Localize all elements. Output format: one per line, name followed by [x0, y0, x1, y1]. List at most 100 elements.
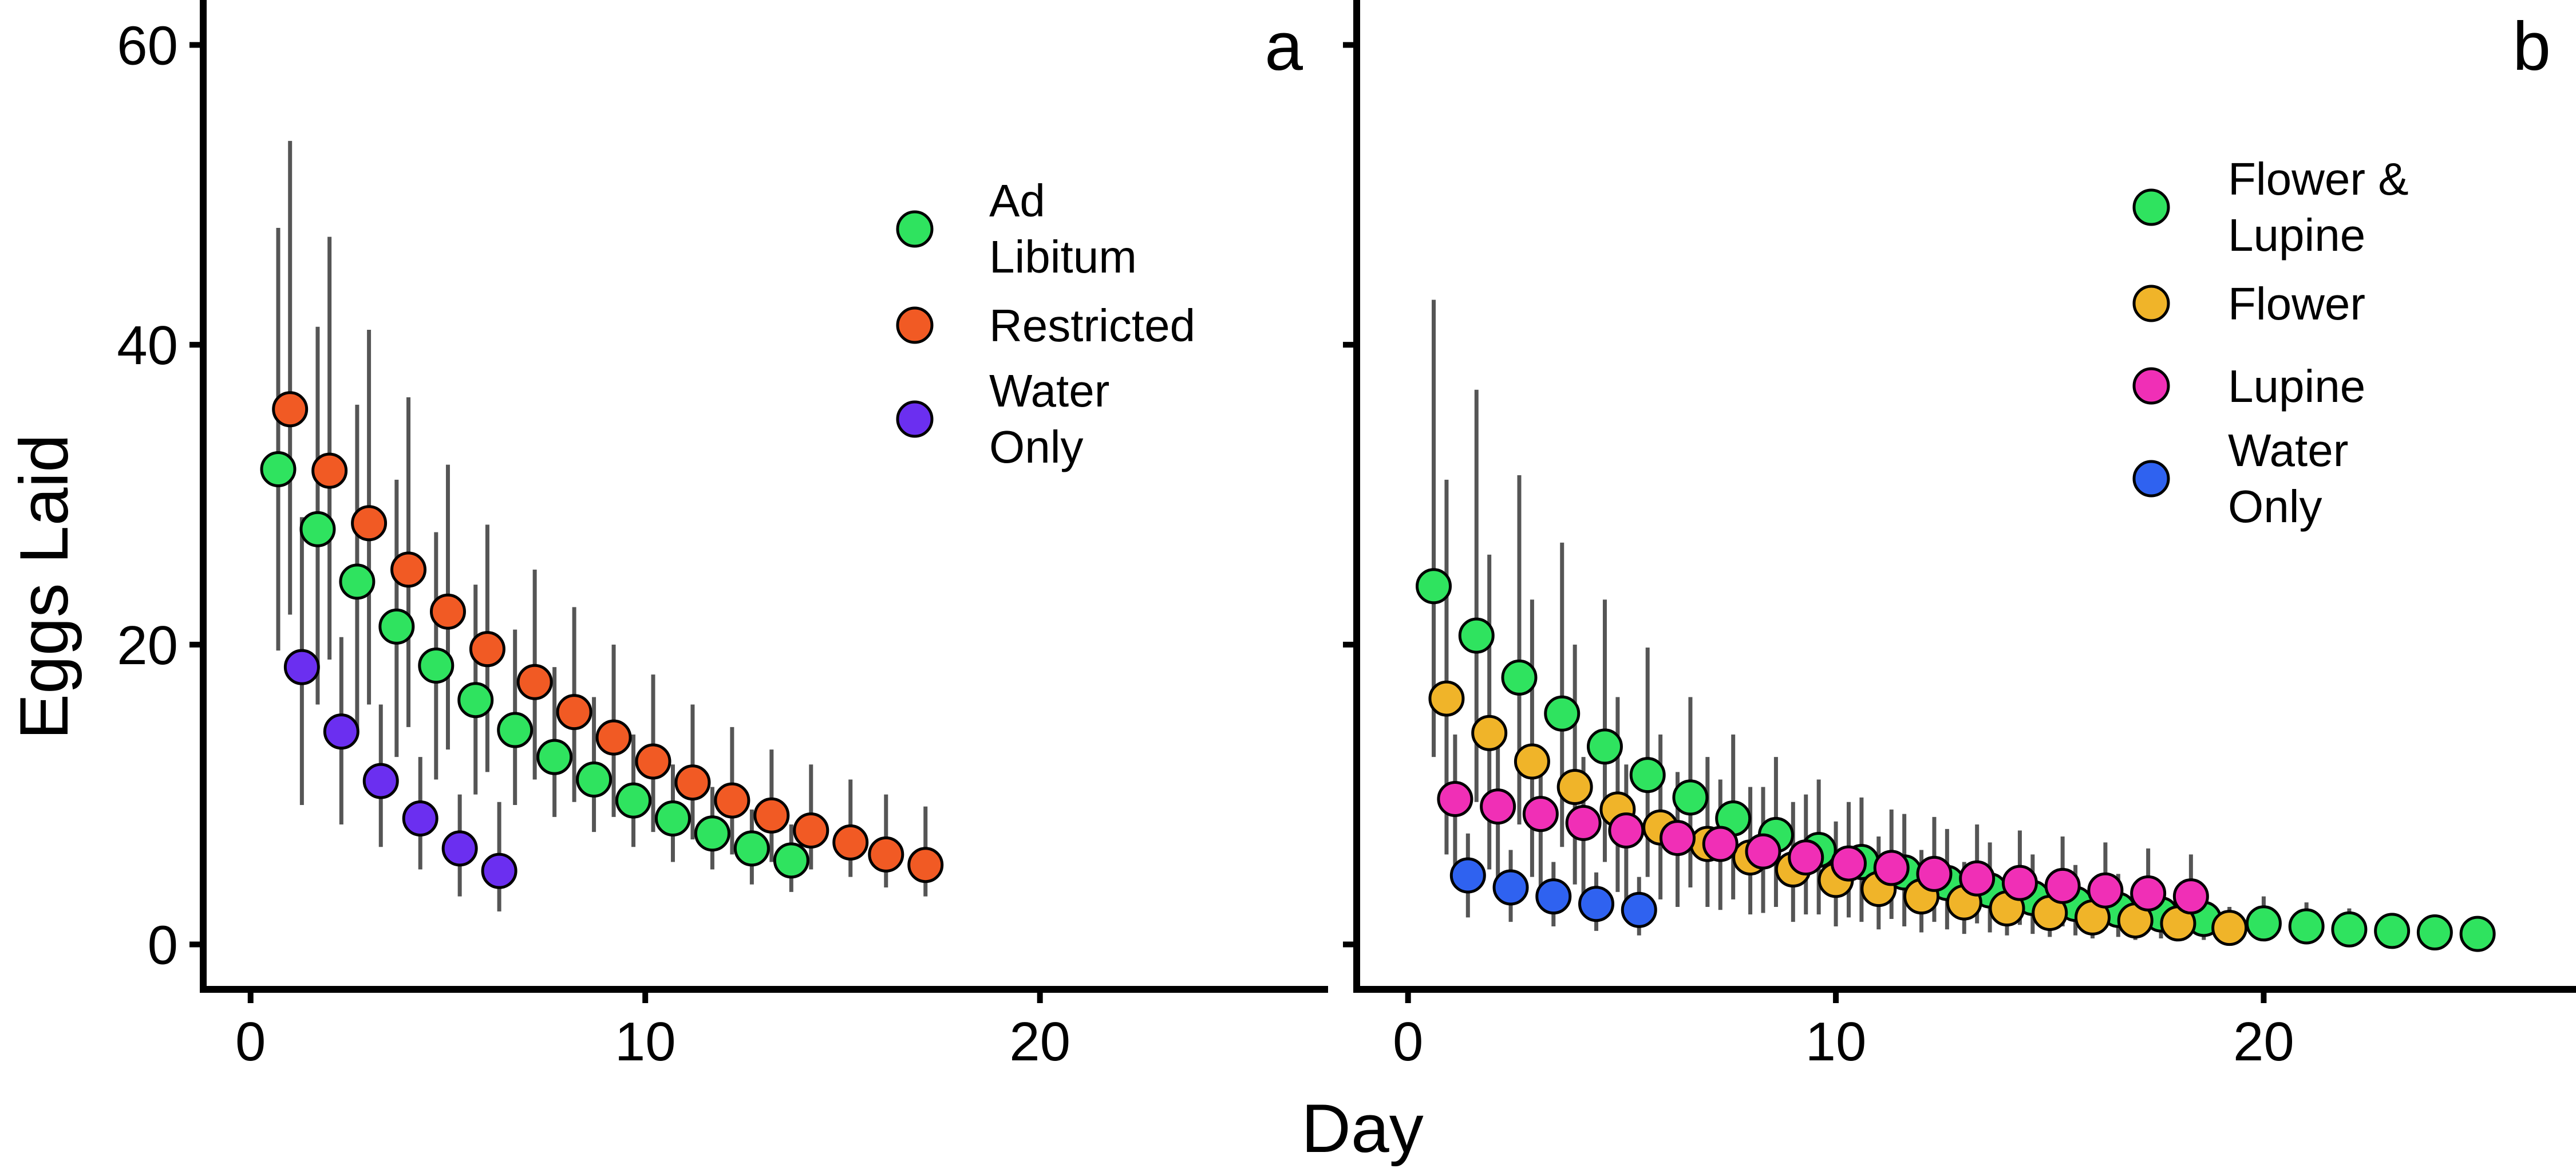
legend-label: Ad Libitum: [989, 175, 1137, 282]
data-point: [1586, 728, 1623, 765]
panel-b: 0 10 20 b Flower & Lupine Flower Lupine Water Onl…: [1343, 0, 2576, 1072]
data-point: [1830, 845, 1867, 882]
data-point: [1629, 757, 1666, 794]
data-point: [260, 451, 297, 487]
data-point: [441, 830, 478, 867]
x-axis-title: Day: [1301, 1090, 1423, 1167]
y-tick-label: 20: [117, 615, 178, 676]
panel-a: 0 20 40 60 0 10 20 a Ad Libitum Restricted Water Onl…: [117, 0, 1328, 1072]
data-point: [1458, 617, 1495, 654]
data-point: [2288, 908, 2325, 945]
data-point: [299, 511, 336, 547]
data-point: [2044, 867, 2081, 904]
x-tick-label: 20: [2233, 1011, 2294, 1072]
data-point: [457, 682, 494, 719]
data-point: [390, 551, 427, 588]
data-point: [2416, 914, 2453, 951]
data-point: [1535, 878, 1572, 915]
data-point: [1916, 855, 1953, 892]
data-point: [654, 800, 691, 837]
data-point: [868, 836, 904, 873]
data-point: [2211, 910, 2248, 946]
data-point: [1501, 659, 1538, 696]
data-point: [1788, 839, 1824, 876]
data-point: [1449, 857, 1486, 894]
legend-item: Ad Libitum: [896, 175, 1137, 282]
x-tick-label: 0: [235, 1011, 266, 1072]
panel-label: b: [2512, 8, 2551, 85]
data-point: [283, 649, 320, 685]
data-point: [1959, 860, 1996, 897]
data-point: [1621, 891, 1657, 928]
legend-marker: [2132, 367, 2170, 405]
data-point: [2001, 865, 2038, 901]
legend-marker: [2132, 460, 2170, 498]
data-point: [694, 815, 730, 852]
data-point: [2130, 875, 2167, 911]
data-point: [339, 563, 376, 600]
legend-label: Water Only: [989, 365, 1109, 472]
data-point: [1565, 804, 1602, 841]
y-tick-label: 40: [117, 315, 178, 376]
data-point: [674, 764, 711, 801]
legend-marker: [896, 210, 934, 248]
data-point: [615, 782, 652, 819]
data-point: [773, 842, 809, 879]
data-point: [516, 664, 553, 700]
data-point: [536, 739, 573, 775]
data-point: [481, 853, 517, 889]
legend-marker: [2132, 285, 2170, 322]
data-point: [556, 694, 592, 731]
legend-item: Water Only: [896, 365, 1109, 472]
legend-marker: [896, 306, 934, 344]
data-point: [1578, 886, 1615, 922]
data-point: [429, 593, 466, 630]
legend-item: Flower: [2132, 278, 2365, 329]
data-point: [323, 713, 359, 750]
data-point: [2172, 878, 2209, 915]
data-point: [418, 647, 455, 684]
data-point: [2374, 913, 2411, 949]
data-point: [1492, 869, 1529, 906]
data-point: [1660, 820, 1696, 857]
data-point: [1416, 568, 1452, 605]
x-tick-label: 10: [1805, 1011, 1867, 1072]
data-point: [832, 824, 869, 861]
legend-item: Lupine: [2132, 361, 2365, 412]
data-point: [2331, 911, 2368, 948]
data-point: [1702, 826, 1739, 862]
data-point: [753, 797, 790, 834]
y-tick-label: 60: [117, 15, 178, 77]
x-tick-label: 10: [615, 1011, 676, 1072]
x-tick-label: 20: [1009, 1011, 1070, 1072]
data-point: [2087, 872, 2124, 909]
data-point: [469, 631, 505, 668]
data-point: [733, 830, 770, 867]
data-point: [1522, 796, 1559, 832]
data-point: [1471, 715, 1508, 751]
data-point: [1873, 850, 1910, 886]
data-point: [2459, 916, 2496, 952]
data-point: [714, 782, 750, 819]
y-axis-title: Eggs Laid: [6, 434, 82, 740]
data-point: [351, 505, 388, 542]
data-point: [311, 452, 348, 489]
legend-label: Flower & Lupine: [2228, 153, 2409, 261]
legend-item: Flower & Lupine: [2132, 153, 2409, 261]
data-point: [378, 608, 415, 645]
panel-label: a: [1265, 8, 1303, 85]
data-point: [1672, 779, 1709, 816]
data-point: [362, 763, 399, 799]
data-point: [402, 800, 438, 837]
data-point: [635, 743, 671, 780]
data-point: [2245, 905, 2282, 942]
data-point: [1514, 743, 1550, 780]
data-point: [907, 847, 944, 883]
legend-item: Restricted: [896, 300, 1195, 351]
legend-marker: [2132, 188, 2170, 226]
data-point: [272, 391, 309, 428]
legend-label: Lupine: [2228, 361, 2365, 412]
legend-item: Water Only: [2132, 425, 2348, 532]
y-tick-label: 0: [148, 914, 178, 976]
